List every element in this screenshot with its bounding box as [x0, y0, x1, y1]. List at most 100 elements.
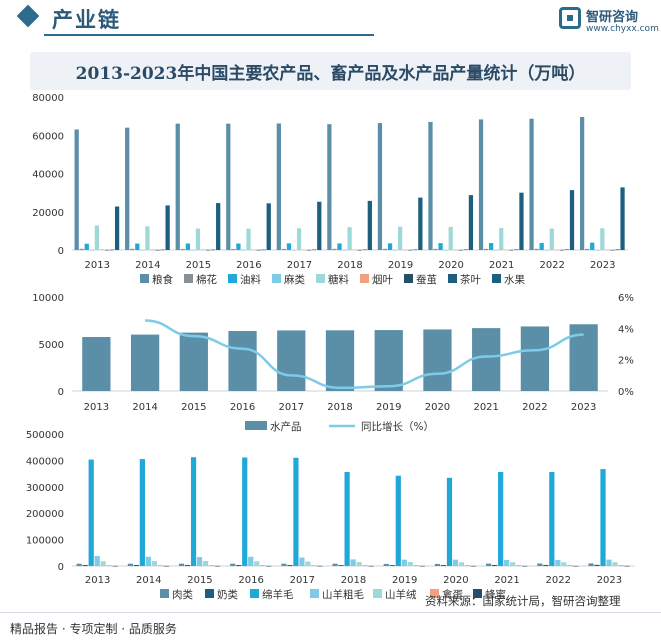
- chart1-bar-茶叶: [362, 249, 367, 251]
- chart3-legend-swatch: [430, 589, 439, 598]
- chart1-bar-茶叶: [463, 249, 468, 251]
- chart1-xtick-label: 2022: [539, 260, 564, 271]
- chart3-xtick-label: 2022: [546, 575, 571, 586]
- chart3-bar-奶类: [543, 564, 549, 566]
- chart3-bar-山羊绒: [100, 561, 106, 566]
- chart1-bar-茶叶: [211, 249, 216, 251]
- chart1-bar-茶叶: [514, 249, 519, 250]
- chart1-ytick-label: 20000: [32, 208, 64, 219]
- chart3-bar-山羊绒: [407, 562, 413, 566]
- chart3-bar-绵羊毛: [190, 457, 197, 566]
- chart1-bar-棉花: [79, 248, 84, 250]
- chart1-bar-糖料: [600, 228, 605, 250]
- chart1-bar-油料: [135, 243, 140, 250]
- chart3-bar-山羊粗毛: [94, 555, 100, 566]
- chart1-bar-油料: [590, 242, 595, 250]
- chart2-bar-水产品: [520, 326, 550, 391]
- chart1-bar-粮食: [377, 123, 383, 250]
- chart1-bar-油料: [286, 243, 292, 250]
- chart1-ytick-label: 0: [58, 246, 64, 257]
- chart1-bar-棉花: [483, 248, 489, 250]
- chart2-xtick-label: 2016: [230, 402, 255, 413]
- chart1-legend-swatch: [316, 274, 325, 283]
- chart1-bar-烟叶: [504, 249, 509, 251]
- chart1-bar-棉花: [130, 248, 135, 250]
- chart2-y2tick-label: 2%: [618, 356, 634, 367]
- chart3-bar-肉类: [486, 563, 492, 566]
- chart3-bar-肉类: [332, 563, 338, 566]
- chart1-bar-麻类: [89, 249, 94, 251]
- chart1-bar-水果: [266, 203, 271, 250]
- chart3-bar-山羊绒: [561, 562, 567, 566]
- chart1-bar-蚕茧: [559, 249, 565, 251]
- chart1-legend-swatch: [360, 274, 369, 283]
- chart1-bar-茶叶: [160, 249, 165, 251]
- chart1-bar-蚕茧: [509, 249, 514, 251]
- chart2-ytick-label: 10000: [32, 293, 64, 304]
- chart3-bar-蜂蜜: [317, 565, 323, 567]
- chart1-legend-label: 粮食: [152, 273, 173, 286]
- chart1-xtick-label: 2023: [590, 260, 615, 271]
- chart1-bar-粮食: [579, 117, 585, 250]
- chart3-bar-肉类: [76, 563, 82, 566]
- chart2-bar-水产品: [130, 334, 160, 391]
- brand-url: www.chyxx.com: [586, 24, 659, 34]
- page-header: 产业链: [0, 0, 661, 36]
- chart1-bar-麻类: [140, 249, 145, 251]
- chart3-bar-肉类: [281, 563, 287, 566]
- chart1-bar-烟叶: [301, 249, 307, 251]
- chart1-bar-水果: [468, 195, 474, 250]
- chart1-bar-蚕茧: [610, 249, 615, 251]
- chart3-bar-禽蛋: [362, 565, 368, 566]
- chart1-bar-麻类: [595, 249, 600, 251]
- chart3-bar-山羊粗毛: [196, 557, 203, 566]
- chart3-bar-蜂蜜: [573, 565, 579, 567]
- chart3-bar-绵羊毛: [446, 477, 453, 566]
- chart3-bar-奶类: [236, 565, 242, 566]
- chart1-bar-麻类: [544, 249, 549, 251]
- chart3-legend-label: 山羊绒: [385, 588, 417, 601]
- chart3-bar-奶类: [82, 565, 88, 566]
- chart3-legend-swatch: [310, 589, 319, 598]
- chart1-xtick-label: 2015: [186, 260, 211, 271]
- chart3-bar-肉类: [588, 563, 594, 566]
- chart1-bar-茶叶: [261, 249, 266, 251]
- chart3-bar-禽蛋: [464, 565, 471, 566]
- chart3-bar-肉类: [230, 563, 236, 566]
- chart1-bar-茶叶: [312, 249, 317, 251]
- chart3-bar-绵羊毛: [88, 459, 94, 566]
- chart1-bar-水果: [418, 197, 423, 250]
- brand-name: 智研咨询: [586, 10, 639, 25]
- chart2-y2tick-label: 0%: [618, 387, 634, 398]
- chart1-bar-麻类: [342, 249, 347, 251]
- chart2-xtick-label: 2017: [279, 402, 304, 413]
- chart3-bar-蜂蜜: [522, 565, 528, 567]
- chart1-bar-水果: [165, 205, 170, 250]
- chart1-xtick-label: 2017: [287, 260, 312, 271]
- chart1-bar-烟叶: [352, 249, 357, 251]
- chart3-bar-山羊粗毛: [350, 559, 356, 566]
- chart3-bar-山羊绒: [612, 562, 618, 566]
- chart3-bar-禽蛋: [208, 565, 215, 566]
- chart3-legend-label: 蜂蜜: [485, 588, 506, 601]
- chart3-xtick-label: 2014: [136, 575, 161, 586]
- chart2-bar-水产品: [179, 332, 208, 391]
- chart1-bar-水果: [114, 206, 120, 250]
- chart3-bar-山羊粗毛: [248, 556, 254, 566]
- chart1-legend-label: 棉花: [196, 273, 217, 286]
- chart1-xtick-label: 2020: [438, 260, 463, 271]
- chart1-bar-棉花: [585, 248, 590, 250]
- chart2-bar-水产品: [325, 330, 355, 391]
- chart1-legend-swatch: [492, 274, 501, 283]
- chart2-xtick-label: 2014: [132, 402, 157, 413]
- chart1-bar-糖料: [448, 226, 453, 250]
- chart1-bar-粮食: [428, 121, 433, 250]
- chart3-bar-山羊粗毛: [401, 559, 407, 566]
- chart1-legend-swatch: [272, 274, 281, 283]
- chart2-legend-label: 水产品: [270, 420, 302, 433]
- chart1-bar-水果: [367, 200, 372, 250]
- chart3-bar-山羊绒: [254, 561, 260, 566]
- chart3-legend-label: 山羊粗毛: [322, 588, 364, 601]
- chart2-xtick-label: 2018: [327, 402, 352, 413]
- chart1-bar-水果: [317, 201, 322, 250]
